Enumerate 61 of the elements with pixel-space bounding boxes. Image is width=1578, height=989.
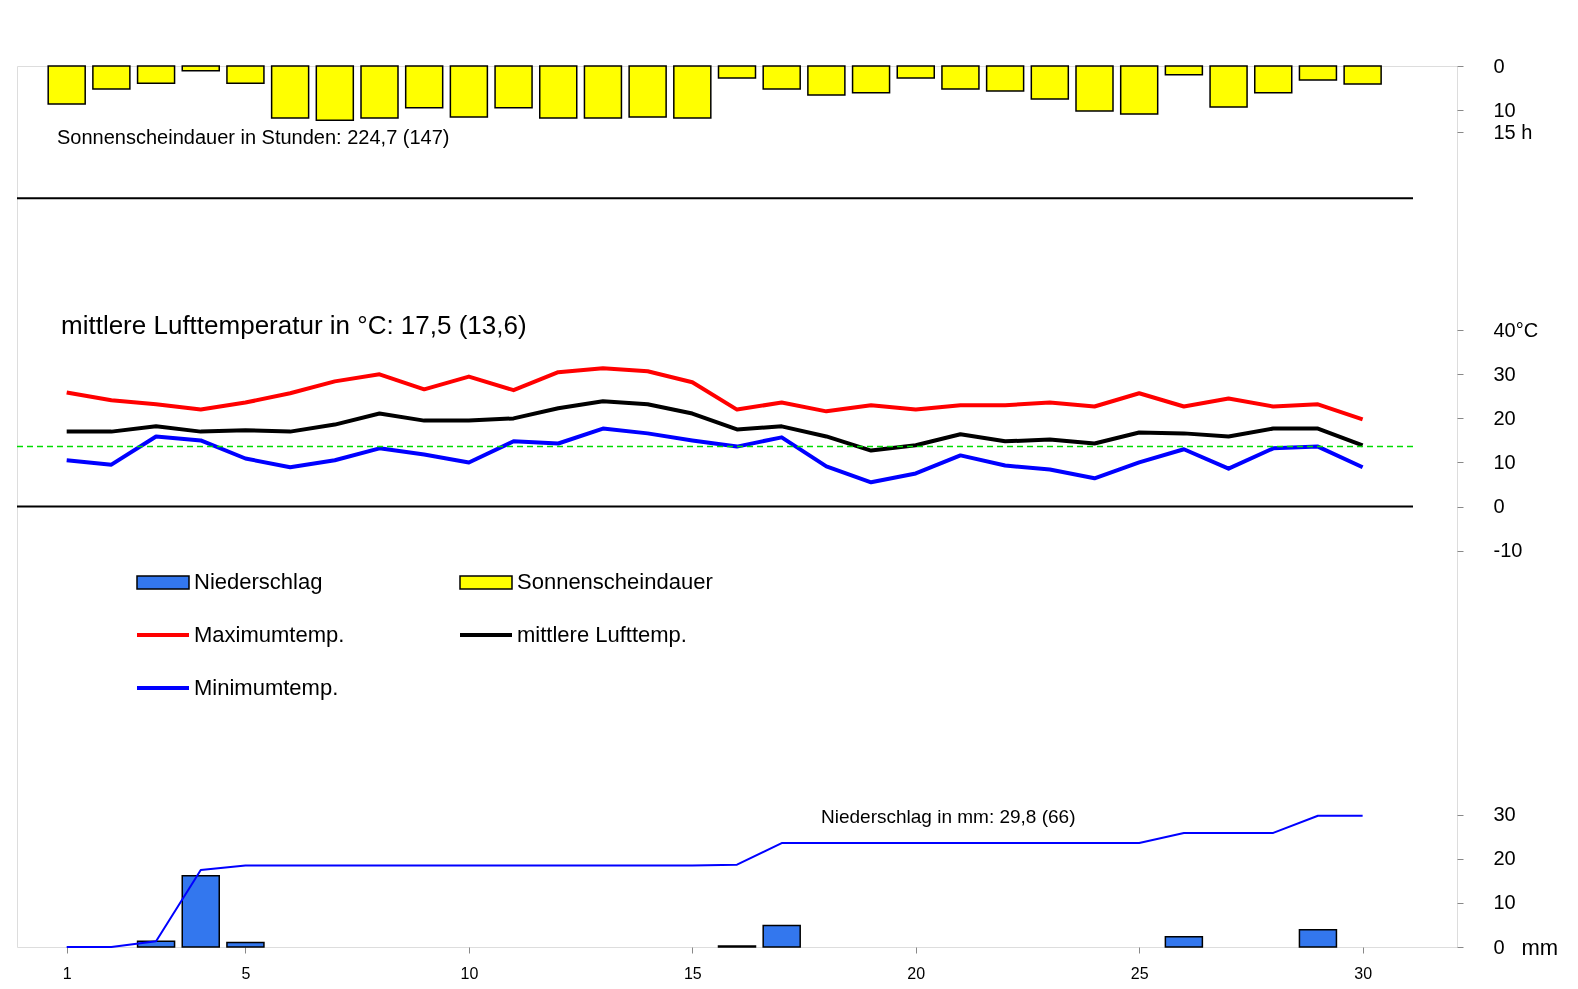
x-tick-label: 20 (907, 964, 926, 982)
bar (583, 65, 623, 119)
bar (1298, 65, 1338, 81)
bar (181, 874, 220, 948)
bar (896, 65, 935, 79)
legend-label: mittlere Lufttemp. (517, 622, 687, 647)
bar (47, 65, 86, 105)
bar (628, 65, 667, 118)
y-tick-label: 40°C (1493, 318, 1539, 341)
line-series (64, 426, 1365, 485)
annotation: Niederschlag in mm: 29,8 (66) (821, 806, 1076, 827)
bar (1164, 936, 1204, 948)
line-series (64, 366, 1365, 422)
bar (92, 65, 131, 90)
x-tick-label: 5 (241, 964, 251, 982)
y2-tick-label: 15 h (1493, 120, 1533, 143)
y-tick-label: 30 (1493, 362, 1516, 385)
bar (136, 65, 176, 84)
legend-label: Minimumtemp. (194, 675, 339, 700)
y3-axis-title: mm (1521, 934, 1559, 960)
bar (941, 65, 980, 90)
bar (1164, 65, 1204, 76)
bar (1119, 65, 1159, 115)
bar (762, 65, 801, 90)
bar (1298, 929, 1338, 948)
y-tick-label: 10 (1493, 450, 1516, 473)
bar (985, 65, 1025, 92)
y-tick-label: 20 (1493, 406, 1516, 429)
legend-label: Niederschlag (194, 569, 323, 594)
bar (1254, 65, 1293, 94)
annotation: Sonnenscheindauer in Stunden: 224,7 (147) (57, 126, 450, 148)
bar (851, 65, 891, 94)
bar (717, 65, 757, 79)
x-tick-label: 15 (683, 964, 702, 982)
x-tick-label: 30 (1354, 964, 1373, 982)
bar (1030, 65, 1070, 100)
bar (1075, 65, 1114, 112)
line-series (64, 399, 1365, 453)
bar (360, 65, 399, 119)
legend-label: Maximumtemp. (194, 622, 345, 647)
bar (673, 65, 712, 119)
x-tick-label: 10 (460, 964, 479, 982)
bar (181, 65, 220, 72)
bar (1209, 65, 1248, 108)
bar (539, 65, 578, 119)
bar (270, 65, 310, 119)
bar (494, 65, 533, 109)
bar (226, 65, 265, 84)
x-tick-label: 25 (1130, 964, 1149, 982)
legend-label: Sonnenscheindauer (517, 569, 713, 594)
bar (226, 941, 265, 948)
x-tick-label: 1 (62, 964, 72, 982)
bar (449, 65, 489, 118)
y-tick-label: -10 (1493, 539, 1523, 562)
bar (807, 65, 846, 96)
y-tick-label: 0 (1493, 495, 1505, 517)
bar (762, 924, 801, 948)
bar (404, 65, 444, 109)
bar (1343, 65, 1382, 85)
bar (315, 65, 355, 121)
annotation: mittlere Lufttemperatur in °C: 17,5 (13,6) (61, 310, 527, 340)
